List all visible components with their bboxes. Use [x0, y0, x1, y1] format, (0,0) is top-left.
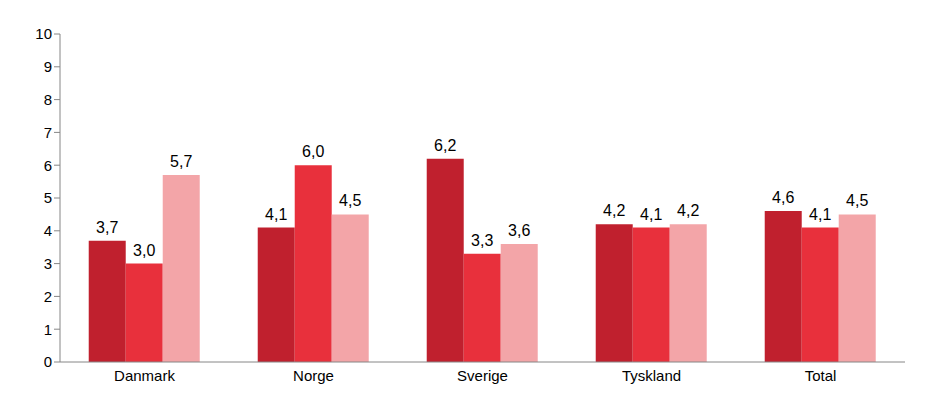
- svg-text:4,1: 4,1: [265, 206, 287, 223]
- svg-text:Total: Total: [805, 367, 837, 384]
- svg-text:5: 5: [44, 189, 52, 206]
- svg-text:0: 0: [44, 353, 52, 370]
- svg-text:4,1: 4,1: [640, 206, 662, 223]
- svg-text:4,6: 4,6: [772, 189, 794, 206]
- svg-text:5,7: 5,7: [170, 153, 192, 170]
- svg-text:3,7: 3,7: [96, 219, 118, 236]
- svg-text:6,0: 6,0: [302, 143, 324, 160]
- svg-text:6,2: 6,2: [434, 137, 456, 154]
- svg-text:4: 4: [44, 222, 52, 239]
- svg-text:Danmark: Danmark: [114, 367, 175, 384]
- svg-text:4,5: 4,5: [339, 192, 361, 209]
- svg-text:6: 6: [44, 157, 52, 174]
- svg-text:Sverige: Sverige: [457, 367, 508, 384]
- svg-text:Norge: Norge: [293, 367, 334, 384]
- svg-text:8: 8: [44, 91, 52, 108]
- svg-text:1: 1: [44, 321, 52, 338]
- svg-text:4,5: 4,5: [846, 192, 868, 209]
- svg-text:4,1: 4,1: [809, 206, 831, 223]
- svg-text:4,2: 4,2: [677, 202, 699, 219]
- svg-text:3: 3: [44, 255, 52, 272]
- svg-text:Tyskland: Tyskland: [622, 367, 681, 384]
- svg-text:10: 10: [35, 25, 52, 42]
- svg-text:2: 2: [44, 288, 52, 305]
- svg-text:3,6: 3,6: [508, 222, 530, 239]
- svg-text:3,0: 3,0: [133, 242, 155, 259]
- svg-text:3,3: 3,3: [471, 232, 493, 249]
- svg-text:9: 9: [44, 58, 52, 75]
- svg-text:4,2: 4,2: [603, 202, 625, 219]
- svg-text:7: 7: [44, 124, 52, 141]
